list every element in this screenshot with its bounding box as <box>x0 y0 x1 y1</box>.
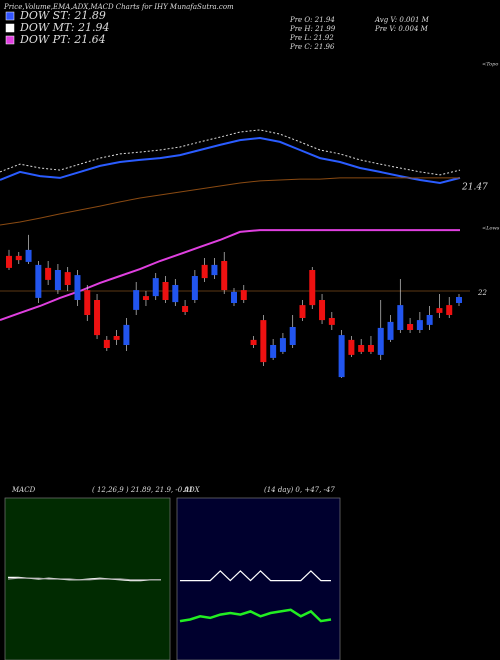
candle-body <box>152 278 159 297</box>
candle-body <box>358 345 365 352</box>
candle-body <box>279 338 286 352</box>
candle-body <box>113 336 120 340</box>
candle-body <box>211 264 218 276</box>
candle-body <box>191 276 198 300</box>
annotation: <Lows <box>482 226 500 232</box>
candle-body <box>6 255 12 268</box>
candle-body <box>201 264 208 279</box>
candle-body <box>436 308 443 313</box>
candle-body <box>426 315 433 325</box>
candle-body <box>270 345 277 358</box>
candle-body <box>299 305 306 318</box>
candle-body <box>123 324 130 345</box>
candle-body <box>84 290 91 315</box>
panel-background <box>176 497 341 660</box>
info: Pre O: 21.94 <box>289 16 335 24</box>
candle-body <box>387 321 394 340</box>
indicator-line <box>0 136 461 185</box>
legend-swatch <box>5 35 15 45</box>
candle-body <box>397 305 404 330</box>
candle-body <box>319 300 326 321</box>
candle-body <box>221 261 228 291</box>
candle-body <box>231 291 237 303</box>
candle-body <box>35 264 42 298</box>
panel-subtitle: (14 day) 0, +47, -47 <box>264 486 335 494</box>
annotation: 21.47 <box>461 183 488 193</box>
legend-swatch <box>5 23 15 33</box>
legend-swatch <box>5 11 15 21</box>
candle-body <box>348 339 355 355</box>
indicator-line <box>7 577 161 581</box>
candle-body <box>446 305 453 315</box>
candle-body <box>133 290 140 310</box>
candle-body <box>377 327 384 355</box>
candle-body <box>15 255 22 261</box>
indicator-line <box>180 570 331 582</box>
info: Avg V: 0.001 M <box>374 16 430 24</box>
candle-body <box>54 270 61 291</box>
candle-body <box>74 275 81 300</box>
candle-body <box>162 282 169 300</box>
panel-subtitle: ( 12,26,9 ) 21.89, 21.9, -0.01 <box>92 486 193 494</box>
candle-body <box>25 249 32 262</box>
annotation: <Topo <box>482 62 498 68</box>
candle-body <box>172 285 179 303</box>
candle-body <box>240 290 247 300</box>
candle-body <box>289 327 296 345</box>
info: Pre H: 21.99 <box>289 25 336 33</box>
candle-body <box>407 324 414 330</box>
candle-body <box>456 297 462 303</box>
chart-title: Price,Volume,EMA,ADX,MACD Charts for IHY… <box>3 3 234 11</box>
candle-body <box>142 296 149 300</box>
y-tick-label: 22 <box>477 289 487 297</box>
candle-body <box>94 300 101 336</box>
indicator-line <box>0 177 460 226</box>
legend-label: DOW MT: 21.94 <box>19 21 110 34</box>
candle-body <box>182 306 189 312</box>
candle-body <box>367 345 374 352</box>
candle-body <box>309 270 316 306</box>
candle-body <box>250 339 257 345</box>
legend-label: DOW PT: 21.64 <box>19 33 106 46</box>
candle-body <box>338 335 345 378</box>
legend-label: DOW ST: 21.89 <box>19 9 106 22</box>
info: Pre C: 21.96 <box>289 43 335 51</box>
candle-body <box>45 267 52 280</box>
candle-body <box>103 339 110 348</box>
indicator-line <box>0 129 461 176</box>
indicator-line <box>179 608 332 623</box>
candle-body <box>416 320 423 330</box>
panel-title: ADX <box>183 486 201 494</box>
candle-body <box>64 272 71 285</box>
candle-body <box>260 320 267 363</box>
info: Pre L: 21.92 <box>289 34 334 42</box>
candle-body <box>328 318 335 325</box>
info: Pre V: 0.004 M <box>374 25 429 33</box>
panel-title: MACD <box>11 486 36 494</box>
